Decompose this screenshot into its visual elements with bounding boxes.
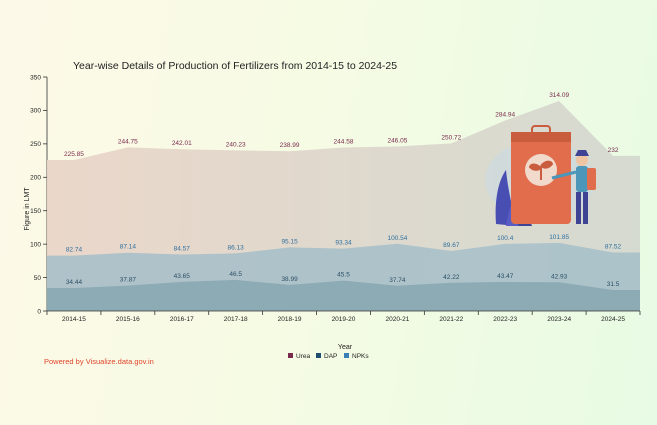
data-label-npk: 87.14 [120,244,137,251]
x-tick-label: 2019-20 [332,316,356,323]
x-tick-label: 2015-16 [116,316,140,323]
data-label-urea: 246.05 [387,137,407,144]
data-label-npk: 86.13 [228,244,245,251]
y-tick-label: 150 [30,208,41,215]
y-axis-label: Figure in LMT [24,187,31,231]
area-series [47,101,640,312]
y-tick-label: 50 [34,275,42,282]
data-label-dap: 43.65 [174,273,191,280]
x-tick-label: 2023-24 [547,316,571,323]
data-label-dap: 37.87 [120,277,137,284]
powered-by-credit[interactable]: Powered by Visualize.data.gov.in [44,357,154,366]
y-tick-label: 200 [30,175,41,182]
legend-label-npk[interactable]: NPKs [352,353,369,360]
data-label-urea: 244.58 [334,138,354,145]
data-label-urea: 314.09 [549,92,569,99]
data-labels: 225.85 244.75 242.01 240.23 238.99 244.58 246.… [64,92,622,288]
data-label-dap: 42.22 [443,274,460,281]
data-label-urea: 284.94 [495,111,515,118]
legend-swatch-urea[interactable] [288,353,293,358]
legend-swatch-dap[interactable] [316,353,321,358]
data-label-urea: 240.23 [226,141,246,148]
data-label-urea: 232 [608,147,619,154]
legend-swatch-npk[interactable] [344,353,349,358]
data-label-dap: 34.44 [66,279,83,286]
x-tick-label: 2018-19 [278,316,302,323]
y-tick-label: 350 [30,74,41,81]
farmer-fertilizer-illustration [485,125,596,226]
area-dap[interactable] [47,279,640,311]
data-label-npk: 93.34 [335,240,352,247]
y-tick-label: 250 [30,141,41,148]
x-axis-label: Year [338,344,353,351]
data-label-urea: 244.75 [118,138,138,145]
x-tick-label: 2020-21 [385,316,409,323]
data-label-dap: 43.47 [497,273,514,280]
x-axis: 2014-15 2015-16 2016-17 2017-18 2018-19 2019-… [46,310,641,323]
data-label-urea: 225.85 [64,151,84,158]
x-tick-label: 2024-25 [601,316,625,323]
legend[interactable]: Urea DAP NPKs [288,353,369,360]
data-label-dap: 37.74 [389,277,406,284]
x-tick-label: 2022-23 [493,316,517,323]
data-label-npk: 84.57 [174,245,191,252]
y-tick-label: 0 [37,308,41,315]
data-label-npk: 95.15 [281,238,298,245]
data-label-dap: 45.5 [337,272,350,279]
data-label-npk: 82.74 [66,247,83,254]
y-tick-label: 300 [30,108,41,115]
data-label-urea: 242.01 [172,140,192,147]
data-label-npk: 100.4 [497,235,514,242]
data-label-dap: 31.5 [607,281,620,288]
data-label-npk: 101.85 [549,234,569,241]
chart-title: Year-wise Details of Production of Ferti… [73,60,397,72]
legend-label-dap[interactable]: DAP [324,353,337,360]
data-label-dap: 46.5 [229,271,242,278]
data-label-urea: 238.99 [280,142,300,149]
x-tick-label: 2021-22 [439,316,463,323]
y-axis: 0 50 100 150 200 250 300 350 [30,74,48,315]
x-tick-label: 2016-17 [170,316,194,323]
data-label-npk: 87.52 [605,243,622,250]
x-tick-label: 2017-18 [224,316,248,323]
y-tick-label: 100 [30,241,41,248]
legend-label-urea[interactable]: Urea [296,353,310,360]
data-label-npk: 100.54 [387,235,407,242]
x-tick-label: 2014-15 [62,316,86,323]
data-label-urea: 250.72 [441,134,461,141]
data-label-npk: 89.67 [443,242,460,249]
data-label-dap: 42.93 [551,273,568,280]
data-label-dap: 38.99 [281,276,298,283]
